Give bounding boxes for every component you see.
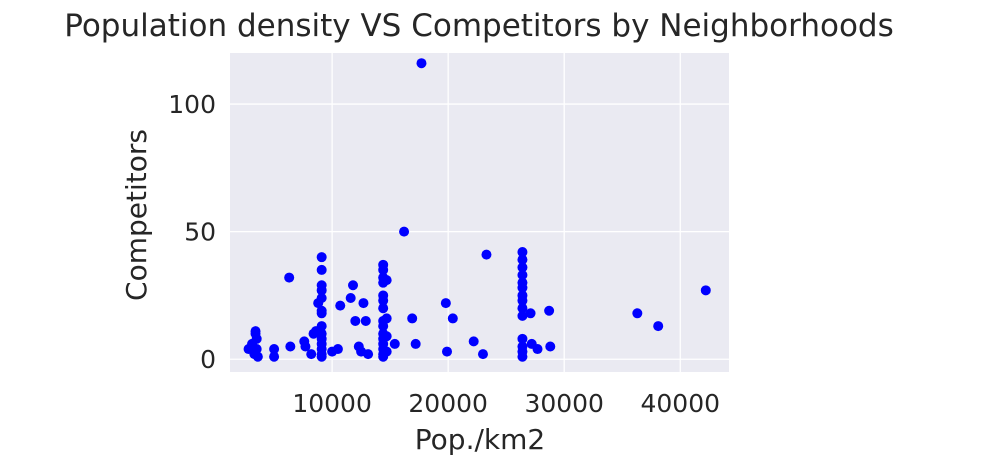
data-point [350,315,361,326]
data-point [700,285,711,296]
data-point [285,341,296,352]
data-point [335,300,346,311]
plot-background [230,53,729,372]
data-point [389,338,400,349]
data-point [316,351,327,362]
y-tick-label: 100 [168,90,216,119]
y-tick-label: 50 [184,218,216,247]
x-tick-labels: 10000 20000 30000 40000 [292,389,720,418]
data-point [544,305,555,316]
data-point [381,313,392,324]
data-point [316,252,327,263]
data-point [306,349,317,360]
y-tick-labels: 0 50 100 [168,90,216,374]
data-point [517,270,528,281]
y-gridlines [230,103,729,360]
data-point [269,344,280,355]
data-point [360,315,371,326]
data-point [378,321,389,332]
data-point [517,333,528,344]
data-point [410,338,421,349]
data-point [251,333,262,344]
data-point [399,226,410,237]
data-point [532,344,543,355]
data-point [345,292,356,303]
data-point [653,321,664,332]
data-point [517,254,528,265]
data-point [381,275,392,286]
data-point [316,321,327,332]
y-tick-label: 0 [200,345,216,374]
data-point [416,58,427,69]
data-point [517,262,528,273]
data-point [517,295,528,306]
data-point [316,308,327,319]
data-point [249,346,260,357]
data-point [363,349,374,360]
data-point [378,295,389,306]
data-point [468,336,479,347]
data-point [348,280,359,291]
data-point [481,249,492,260]
data-point [316,264,327,275]
data-point [284,272,295,283]
x-tick-label: 40000 [640,389,720,418]
data-point [378,303,389,314]
data-point [316,285,327,296]
x-gridlines [331,53,681,372]
x-tick-label: 20000 [408,389,488,418]
data-point [442,346,453,357]
data-point [407,313,418,324]
x-axis-label: Pop./km2 [415,423,545,456]
chart-title: Population density VS Competitors by Nei… [64,8,894,44]
data-point [477,349,488,360]
x-tick-label: 10000 [292,389,372,418]
data-point [517,310,528,321]
data-point [300,341,311,352]
data-point [378,264,389,275]
data-points [243,58,711,362]
data-point [517,351,528,362]
data-point [517,282,528,293]
data-point [517,247,528,258]
data-point [269,351,280,362]
data-point [358,298,369,309]
data-point [440,298,451,309]
y-axis-label: Competitors [120,129,153,301]
data-point [447,313,458,324]
data-point [381,346,392,357]
data-point [525,308,536,319]
data-point [316,292,327,303]
data-point [250,326,261,337]
x-tick-label: 30000 [524,389,604,418]
data-point [517,303,528,314]
data-point [332,344,343,355]
data-point [632,308,643,319]
data-point [381,331,392,342]
data-point [545,341,556,352]
